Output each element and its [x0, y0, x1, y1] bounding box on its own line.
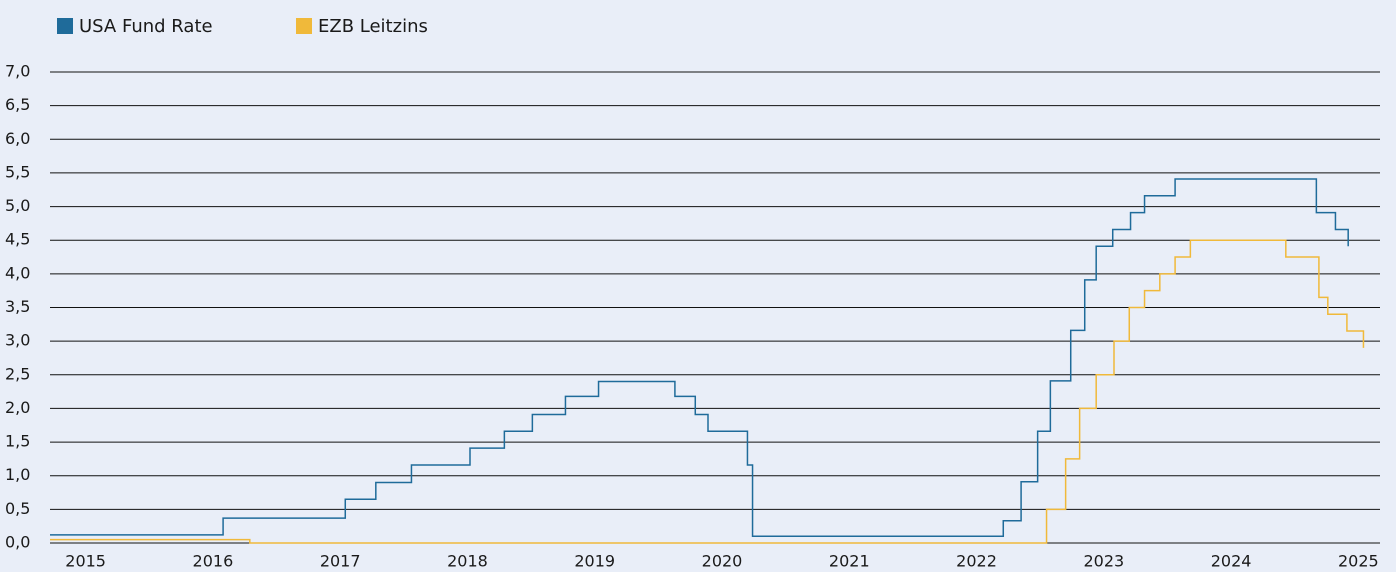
legend-label: USA Fund Rate	[79, 16, 213, 37]
y-tick-label: 5,0	[5, 196, 30, 215]
x-tick-label: 2024	[1211, 552, 1252, 571]
x-tick-label: 2016	[193, 552, 234, 571]
y-tick-label: 7,0	[5, 62, 30, 81]
y-tick-label: 1,5	[5, 432, 30, 451]
x-tick-label: 2017	[320, 552, 361, 571]
y-tick-label: 2,0	[5, 398, 30, 417]
y-tick-label: 1,0	[5, 465, 30, 484]
x-tick-label: 2025	[1338, 552, 1379, 571]
x-tick-label: 2021	[829, 552, 870, 571]
y-tick-label: 0,5	[5, 499, 30, 518]
legend-swatch	[57, 18, 73, 34]
y-tick-label: 4,0	[5, 263, 30, 282]
x-tick-label: 2023	[1083, 552, 1124, 571]
y-tick-label: 6,0	[5, 129, 30, 148]
y-tick-label: 4,5	[5, 230, 30, 249]
y-tick-label: 3,5	[5, 297, 30, 316]
x-tick-label: 2018	[447, 552, 488, 571]
legend-label: EZB Leitzins	[318, 16, 428, 37]
y-tick-label: 0,0	[5, 533, 30, 552]
legend-swatch	[296, 18, 312, 34]
y-tick-label: 2,5	[5, 364, 30, 383]
x-tick-label: 2022	[956, 552, 997, 571]
x-tick-label: 2019	[574, 552, 615, 571]
x-tick-label: 2020	[702, 552, 743, 571]
x-tick-label: 2015	[65, 552, 106, 571]
series-line	[50, 178, 1349, 538]
y-tick-label: 5,5	[5, 162, 30, 181]
y-tick-label: 6,5	[5, 95, 30, 114]
y-tick-label: 3,0	[5, 331, 30, 350]
series-line	[50, 239, 1365, 544]
